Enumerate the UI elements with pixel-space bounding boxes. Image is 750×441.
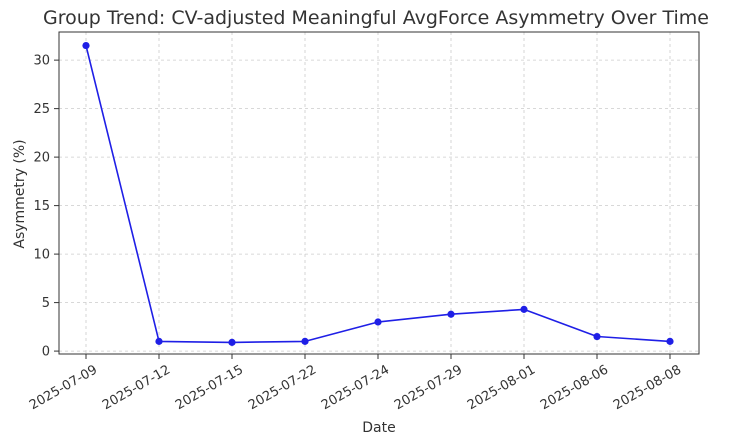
chart-title: Group Trend: CV-adjusted Meaningful AvgF… (43, 7, 709, 29)
x-tick-label: 2025-07-15 (173, 362, 246, 413)
data-point (520, 305, 528, 313)
x-axis-ticks: 2025-07-09 2025-07-12 2025-07-15 2025-07-22… (27, 354, 684, 413)
x-tick-label: 2025-07-12 (100, 362, 173, 413)
y-tick-label: 30 (33, 54, 50, 69)
x-tick-label: 2025-08-01 (465, 362, 538, 413)
y-tick-label: 25 (33, 102, 50, 117)
x-tick-label: 2025-07-29 (392, 362, 465, 413)
y-tick-label: 0 (42, 345, 50, 360)
x-tick-label: 2025-07-24 (319, 362, 392, 413)
y-axis-ticks: 0 5 10 15 20 25 30 (33, 54, 59, 360)
x-tick-label: 2025-07-09 (27, 362, 100, 413)
x-tick-label: 2025-08-08 (611, 362, 684, 413)
data-point (301, 337, 309, 345)
data-point (374, 318, 382, 326)
grid-lines (59, 32, 699, 354)
data-point (228, 338, 236, 346)
y-axis-label: Asymmetry (%) (12, 139, 28, 248)
y-tick-label: 20 (33, 151, 50, 166)
data-point (666, 337, 674, 345)
series-layer (82, 41, 674, 346)
data-point (447, 310, 455, 318)
plot-frame (58, 31, 700, 355)
x-axis-label: Date (362, 420, 395, 436)
data-point (82, 41, 90, 50)
x-tick-label: 2025-07-22 (246, 362, 319, 413)
x-tick-label: 2025-08-06 (538, 362, 611, 413)
y-tick-label: 5 (42, 296, 50, 311)
y-tick-label: 10 (33, 248, 50, 263)
y-tick-label: 15 (33, 199, 50, 214)
data-point (155, 337, 163, 345)
data-point (593, 332, 601, 341)
